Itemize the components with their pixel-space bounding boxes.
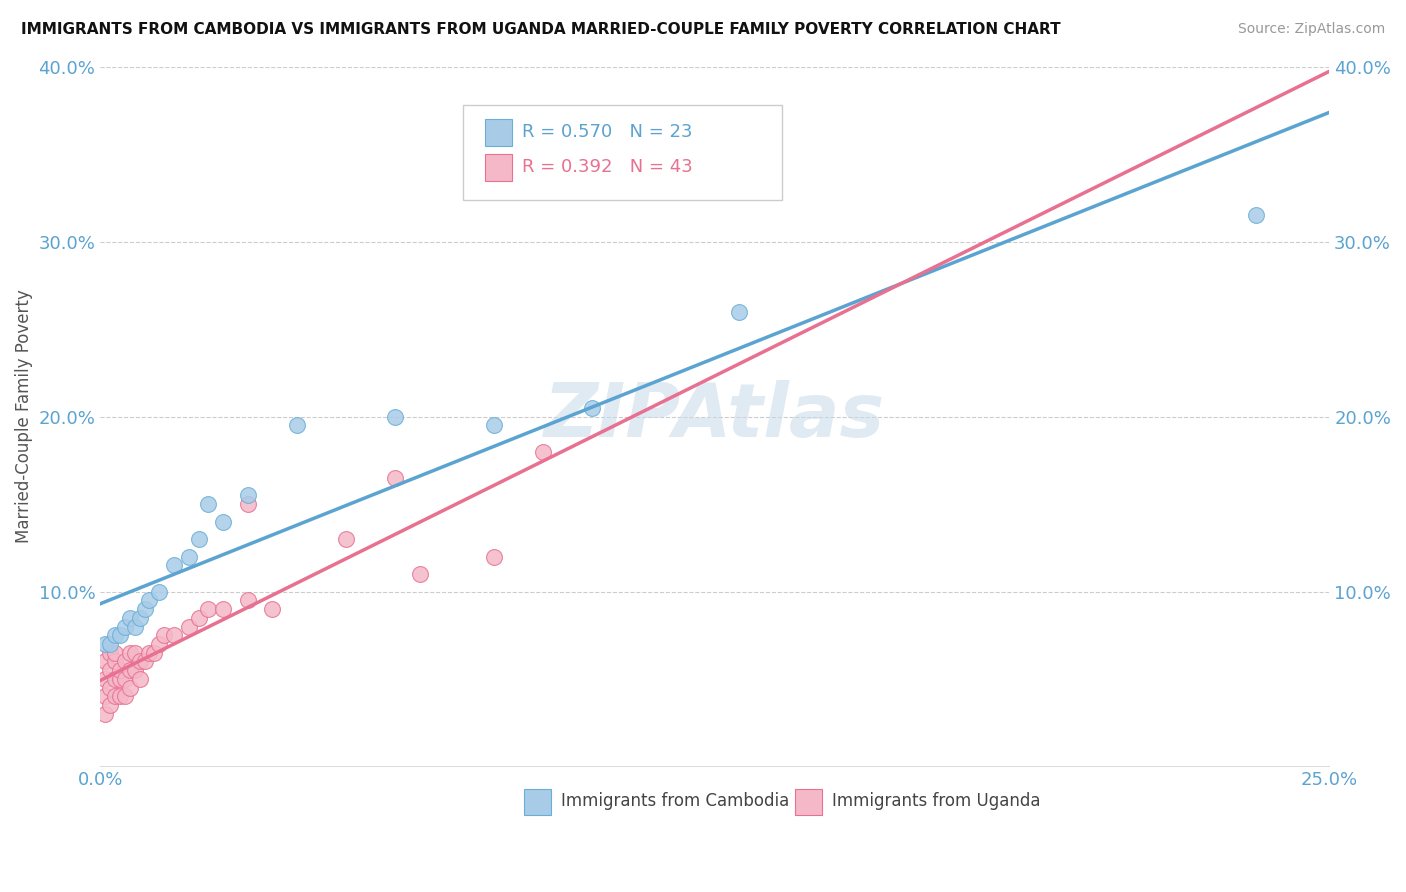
Point: [262, 602, 284, 616]
Text: R = 0.570   N = 23: R = 0.570 N = 23: [522, 123, 692, 141]
Point: [98, 637, 121, 651]
Point: [285, 418, 308, 433]
Point: [94, 637, 117, 651]
Point: [94, 655, 117, 669]
Point: [104, 690, 127, 704]
Text: IMMIGRANTS FROM CAMBODIA VS IMMIGRANTS FROM UGANDA MARRIED-COUPLE FAMILY POVERTY: IMMIGRANTS FROM CAMBODIA VS IMMIGRANTS F…: [21, 22, 1060, 37]
Point: [124, 646, 146, 660]
Point: [118, 611, 141, 625]
Point: [335, 532, 357, 546]
Point: [128, 655, 150, 669]
Point: [1244, 208, 1267, 222]
Point: [114, 672, 136, 686]
Point: [98, 681, 121, 695]
Bar: [485, 120, 512, 145]
Bar: [524, 789, 551, 815]
Point: [148, 584, 170, 599]
Text: ZIPAtlas: ZIPAtlas: [544, 380, 886, 453]
Point: [108, 663, 131, 677]
Point: [104, 628, 127, 642]
Point: [236, 593, 259, 607]
Point: [128, 672, 150, 686]
Text: R = 0.392   N = 43: R = 0.392 N = 43: [522, 158, 693, 176]
Point: [118, 646, 141, 660]
Point: [118, 681, 141, 695]
Point: [482, 418, 505, 433]
Point: [108, 628, 131, 642]
Point: [94, 690, 117, 704]
Point: [104, 655, 127, 669]
Point: [138, 593, 160, 607]
Point: [187, 611, 209, 625]
Point: [187, 532, 209, 546]
Point: [581, 401, 603, 415]
Point: [124, 663, 146, 677]
Point: [134, 655, 156, 669]
Point: [236, 497, 259, 511]
Point: [197, 602, 219, 616]
Point: [163, 558, 186, 573]
Point: [108, 690, 131, 704]
Point: [163, 628, 186, 642]
Point: [114, 655, 136, 669]
Point: [104, 646, 127, 660]
Text: Immigrants from Cambodia: Immigrants from Cambodia: [561, 792, 789, 811]
Point: [94, 706, 117, 721]
Point: [236, 488, 259, 502]
Point: [384, 471, 406, 485]
Point: [531, 444, 554, 458]
Point: [134, 602, 156, 616]
Point: [98, 646, 121, 660]
Point: [212, 515, 235, 529]
Point: [124, 619, 146, 633]
Point: [148, 637, 170, 651]
Point: [384, 409, 406, 424]
Point: [482, 549, 505, 564]
Point: [118, 663, 141, 677]
Point: [138, 646, 160, 660]
Point: [177, 619, 200, 633]
Point: [98, 698, 121, 713]
FancyBboxPatch shape: [463, 105, 782, 200]
Bar: [794, 789, 821, 815]
Text: Immigrants from Uganda: Immigrants from Uganda: [831, 792, 1040, 811]
Point: [128, 611, 150, 625]
Bar: [485, 154, 512, 181]
Point: [104, 672, 127, 686]
Point: [114, 619, 136, 633]
Point: [153, 628, 176, 642]
Y-axis label: Married-Couple Family Poverty: Married-Couple Family Poverty: [15, 290, 32, 543]
Point: [728, 304, 751, 318]
Point: [114, 690, 136, 704]
Point: [177, 549, 200, 564]
Point: [94, 672, 117, 686]
Point: [98, 663, 121, 677]
Point: [143, 646, 166, 660]
Text: Source: ZipAtlas.com: Source: ZipAtlas.com: [1237, 22, 1385, 37]
Point: [409, 567, 432, 582]
Point: [212, 602, 235, 616]
Point: [108, 672, 131, 686]
Point: [197, 497, 219, 511]
